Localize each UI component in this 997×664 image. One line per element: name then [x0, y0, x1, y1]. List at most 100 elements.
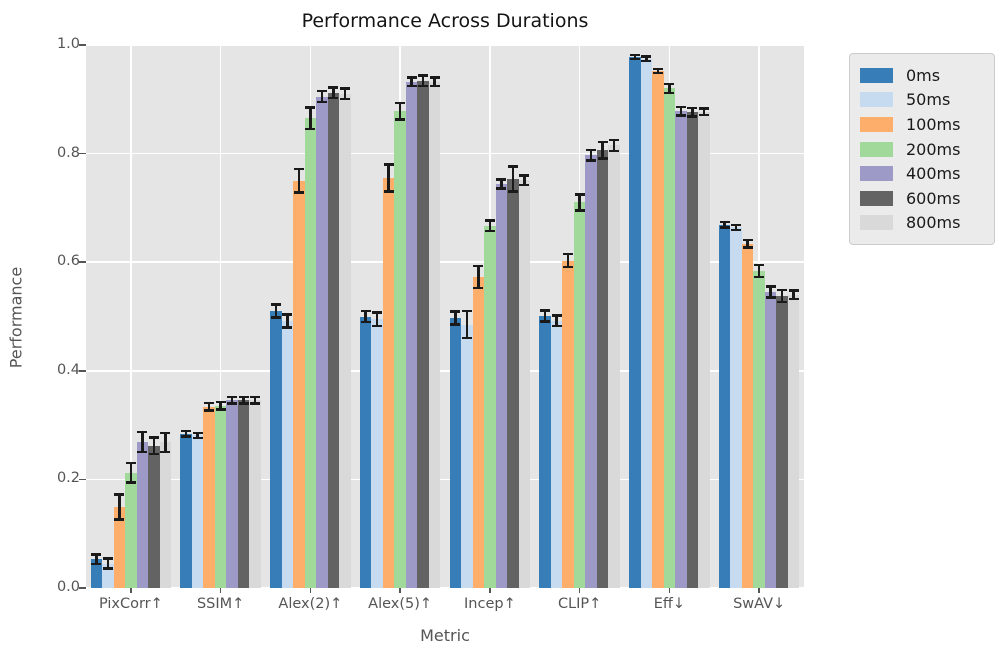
bar-0ms-1 [180, 433, 192, 588]
x-tick-label: Eff↓ [653, 596, 686, 612]
legend-row: 0ms [860, 63, 984, 88]
error-bar-cap [731, 228, 742, 232]
bar-800ms-6 [698, 111, 710, 588]
error-bar-cap [597, 157, 608, 160]
error-bar [523, 175, 526, 186]
error-bar-cap [383, 190, 394, 193]
error-bar-cap [641, 55, 652, 58]
legend: 0ms 50ms 100ms 200ms 400ms 600ms 800ms [849, 53, 995, 246]
bar-0ms-2 [270, 311, 282, 588]
error-bar-cap [675, 114, 686, 117]
bar-50ms-0 [102, 563, 114, 588]
error-bar-cap [507, 165, 518, 168]
error-bar [106, 558, 110, 569]
bar-800ms-1 [249, 400, 261, 588]
bar-100ms-2 [293, 180, 305, 588]
error-bar [566, 254, 570, 268]
error-bar-cap [339, 98, 350, 101]
error-bar-cap [765, 296, 776, 299]
error-bar-cap [609, 138, 620, 142]
error-bar-cap [204, 401, 215, 405]
bar-100ms-7 [741, 243, 754, 588]
error-bar-cap [181, 435, 192, 438]
error-bar [207, 402, 211, 411]
error-bar [723, 222, 726, 228]
bar-400ms-7 [764, 292, 777, 588]
legend-swatch [860, 116, 893, 132]
error-bar-cap [777, 288, 788, 292]
error-bar-cap [473, 264, 484, 268]
x-tick-label: SSIM↑ [196, 596, 245, 612]
error-bar-cap [429, 85, 440, 88]
error-bar [500, 179, 503, 189]
error-bar [141, 432, 144, 452]
error-bar [184, 431, 188, 437]
bar-400ms-2 [316, 96, 328, 588]
error-bar-cap [328, 97, 339, 100]
bar-600ms-5 [596, 150, 609, 588]
error-bar [656, 68, 660, 74]
error-bar-cap [114, 518, 125, 521]
x-gridline [219, 44, 222, 588]
error-bar-cap [641, 59, 652, 62]
bar-50ms-6 [640, 58, 653, 588]
chart-title: Performance Across Durations [301, 10, 589, 32]
error-bar [645, 56, 648, 61]
legend-label: 400ms [906, 164, 961, 184]
y-tick-label: 0.0 [56, 579, 80, 595]
error-bar [398, 103, 402, 120]
error-bar-cap [609, 149, 620, 153]
legend-row: 50ms [860, 88, 984, 113]
error-bar-cap [754, 275, 765, 279]
error-bar [332, 87, 335, 99]
error-bar-cap [360, 320, 371, 324]
bar-50ms-5 [550, 320, 563, 588]
error-bar-cap [507, 190, 518, 193]
x-tick-mark [309, 588, 312, 593]
bar-0ms-6 [629, 56, 641, 588]
legend-swatch [860, 92, 893, 108]
plot-area [86, 44, 804, 588]
error-bar-cap [765, 285, 776, 288]
bar-400ms-1 [226, 400, 238, 588]
bar-0ms-0 [90, 559, 103, 588]
y-axis-label: Performance [6, 266, 26, 369]
error-bar-cap [148, 436, 159, 439]
error-bar-cap [563, 265, 574, 269]
error-bar [387, 164, 390, 192]
error-bar-cap [227, 395, 238, 399]
error-bar-cap [204, 409, 215, 412]
legend-label: 600ms [906, 188, 961, 208]
x-tick-mark [489, 588, 491, 593]
error-bar-cap [788, 297, 799, 301]
error-bar-cap [293, 191, 304, 194]
error-bar [555, 315, 558, 327]
error-bar-cap [698, 113, 709, 117]
error-bar-cap [192, 431, 203, 434]
error-bar [511, 166, 515, 192]
legend-row: 800ms [860, 211, 984, 236]
error-bar [152, 437, 156, 454]
bar-50ms-2 [281, 320, 294, 588]
error-bar-cap [788, 289, 799, 292]
error-bar-cap [418, 74, 429, 77]
error-bar-cap [540, 309, 551, 312]
x-tick-mark [578, 588, 581, 593]
bar-600ms-3 [417, 80, 429, 588]
error-bar-cap [664, 91, 675, 94]
error-bar-cap [551, 314, 562, 317]
x-tick-mark [668, 588, 671, 593]
error-bar [309, 107, 312, 130]
error-bar [320, 91, 324, 102]
y-gridline [86, 370, 804, 372]
error-bar-cap [652, 67, 663, 71]
legend-label: 200ms [906, 139, 961, 159]
error-bar [286, 314, 289, 328]
bar-50ms-7 [730, 227, 742, 588]
error-bar-cap [586, 159, 597, 162]
legend-label: 800ms [906, 213, 961, 233]
bar-400ms-3 [405, 81, 418, 588]
bar-200ms-1 [214, 405, 227, 588]
bar-400ms-6 [675, 111, 687, 588]
legend-swatch [860, 215, 893, 231]
